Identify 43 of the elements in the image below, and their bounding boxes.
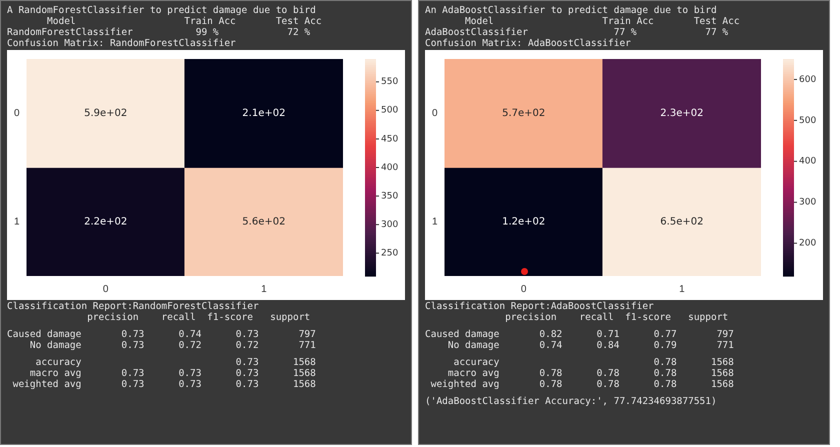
data-label: 2.3e+02 — [660, 108, 704, 119]
text: Caused damage 0.82 0.71 0.77 797 — [425, 329, 735, 340]
color-bar-label: 500 — [381, 106, 398, 116]
color-bar-label: 200 — [799, 238, 816, 249]
color-bar-label: 450 — [381, 134, 398, 144]
x-tick-label: 0 — [102, 284, 109, 295]
chart-title: An AdaBoostClassifier to predict damage due to bird — [425, 5, 718, 16]
text: No damage 0.73 0.72 0.72 771 — [28, 340, 317, 351]
color-bar-label: 300 — [381, 220, 398, 230]
text: No damage 0.74 0.84 0.79 771 — [446, 340, 735, 351]
chart-title: A RandomForestClassifier to predict damage due to bird — [7, 5, 317, 16]
text: Classification Report:AdaBoostClassifier — [425, 301, 655, 312]
text: Classification Report:RandomForestClassifier — [7, 301, 260, 312]
data-label: 6.5e+02 — [660, 216, 704, 228]
text: precision recall f1-score support — [86, 312, 312, 323]
text: accuracy 0.73 1568 — [34, 357, 317, 368]
data-label: 2.2e+02 — [84, 216, 128, 228]
color-bar-label: 550 — [381, 77, 398, 88]
data-label: 1.2e+02 — [502, 216, 546, 228]
text: weighted avg 0.78 0.78 0.78 1568 — [430, 379, 735, 390]
text: macro avg 0.78 0.78 0.78 1568 — [446, 368, 735, 379]
data-label: 5.7e+02 — [502, 108, 546, 119]
text: precision recall f1-score support — [504, 312, 730, 323]
data-label: 2.1e+02 — [242, 108, 286, 119]
text: ('AdaBoostClassifier Accuracy:', 77.74234693877551) — [425, 396, 718, 407]
chart-subtitle: Model Train Acc Test Acc AdaBoostClassifier 77 % 77 % Confusion Matrix: AdaBoostClassifier — [425, 16, 741, 49]
x-tick-label: 1 — [261, 284, 268, 295]
x-tick-label: 1 — [679, 284, 686, 295]
x-tick-label: 0 — [520, 284, 527, 295]
chart-subtitle: Model Train Acc Test Acc RandomForestClassifier 99 % 72 % Confusion Matrix: RandomForestClassifier — [7, 16, 323, 49]
color-bar-label: 500 — [799, 116, 816, 126]
color-bar-label: 300 — [799, 198, 816, 208]
color-bar-label: 600 — [799, 74, 816, 85]
color-bar-label: 400 — [799, 156, 816, 167]
text: accuracy 0.78 1568 — [452, 357, 735, 368]
text: macro avg 0.73 0.73 0.73 1568 — [28, 368, 317, 379]
color-bar-label: 400 — [381, 162, 398, 173]
text: weighted avg 0.73 0.73 0.73 1568 — [12, 379, 317, 390]
color-bar-label: 250 — [381, 248, 398, 258]
text: Caused damage 0.73 0.74 0.73 797 — [7, 329, 317, 340]
data-label: 5.6e+02 — [242, 216, 286, 228]
color-bar-label: 350 — [381, 191, 398, 202]
data-label: 5.9e+02 — [84, 108, 128, 119]
